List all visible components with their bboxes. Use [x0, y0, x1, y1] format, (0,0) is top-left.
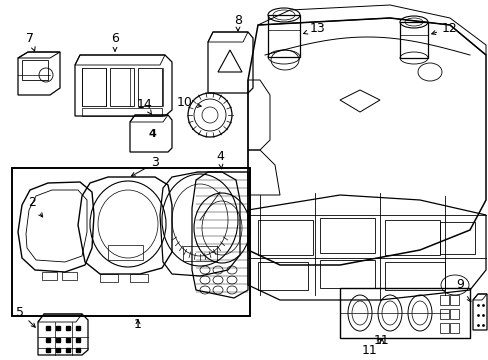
Bar — [110, 68, 134, 106]
Bar — [319, 218, 374, 253]
Bar — [319, 260, 374, 288]
Bar — [82, 108, 162, 116]
Bar — [439, 295, 448, 305]
Bar — [439, 323, 448, 333]
Bar — [82, 68, 106, 106]
Text: 8: 8 — [234, 13, 242, 31]
Bar — [108, 245, 142, 260]
Bar — [449, 323, 458, 333]
Bar — [384, 262, 444, 290]
Bar — [42, 272, 57, 280]
Bar — [267, 15, 299, 57]
Bar — [258, 262, 307, 290]
Bar — [62, 272, 77, 280]
Text: 1: 1 — [134, 319, 142, 332]
Text: 11: 11 — [362, 338, 381, 356]
Text: 12: 12 — [431, 22, 457, 35]
Bar — [439, 222, 474, 254]
Bar — [258, 220, 312, 255]
Text: 4: 4 — [216, 150, 224, 169]
Bar — [12, 168, 249, 316]
Bar — [449, 295, 458, 305]
Bar — [183, 246, 217, 261]
Text: 11: 11 — [373, 333, 389, 346]
Bar — [130, 274, 148, 282]
Text: 7: 7 — [26, 31, 35, 51]
Text: 2: 2 — [28, 197, 42, 217]
Text: 14: 14 — [137, 99, 153, 114]
Bar — [399, 22, 427, 58]
Bar — [100, 274, 118, 282]
Text: 9: 9 — [455, 279, 470, 302]
Text: 13: 13 — [303, 22, 325, 35]
Text: 5: 5 — [16, 306, 35, 327]
Bar — [439, 309, 448, 319]
Text: 10: 10 — [177, 96, 201, 109]
Bar — [339, 288, 469, 338]
Bar — [22, 60, 48, 80]
Text: 4: 4 — [148, 129, 156, 139]
Text: 6: 6 — [111, 31, 119, 51]
Bar — [384, 220, 439, 255]
Bar — [449, 309, 458, 319]
Text: 3: 3 — [131, 157, 159, 176]
Bar — [138, 68, 162, 106]
